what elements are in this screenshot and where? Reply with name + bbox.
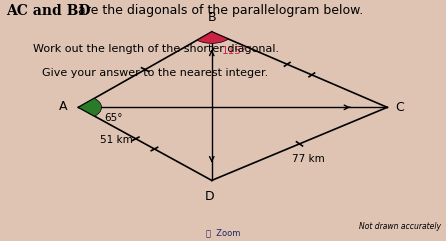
Text: 51 km: 51 km (100, 135, 132, 145)
Text: C: C (395, 101, 404, 114)
Text: B: B (207, 11, 216, 24)
Text: D: D (205, 189, 215, 202)
Text: 🔍  Zoom: 🔍 Zoom (206, 228, 240, 237)
Text: Give your answer to the nearest integer.: Give your answer to the nearest integer. (41, 68, 268, 78)
Text: 115°: 115° (222, 46, 247, 56)
Text: AC and BD: AC and BD (6, 4, 91, 18)
Text: 65°: 65° (104, 113, 123, 123)
Wedge shape (197, 32, 228, 43)
Text: are the diagonals of the parallelogram below.: are the diagonals of the parallelogram b… (74, 4, 363, 17)
Wedge shape (78, 98, 102, 116)
Text: 77 km: 77 km (292, 154, 325, 164)
Text: Not drawn accurately: Not drawn accurately (359, 222, 441, 231)
Text: A: A (59, 100, 67, 113)
Text: Work out the length of the shorter diagonal.: Work out the length of the shorter diago… (33, 44, 279, 54)
